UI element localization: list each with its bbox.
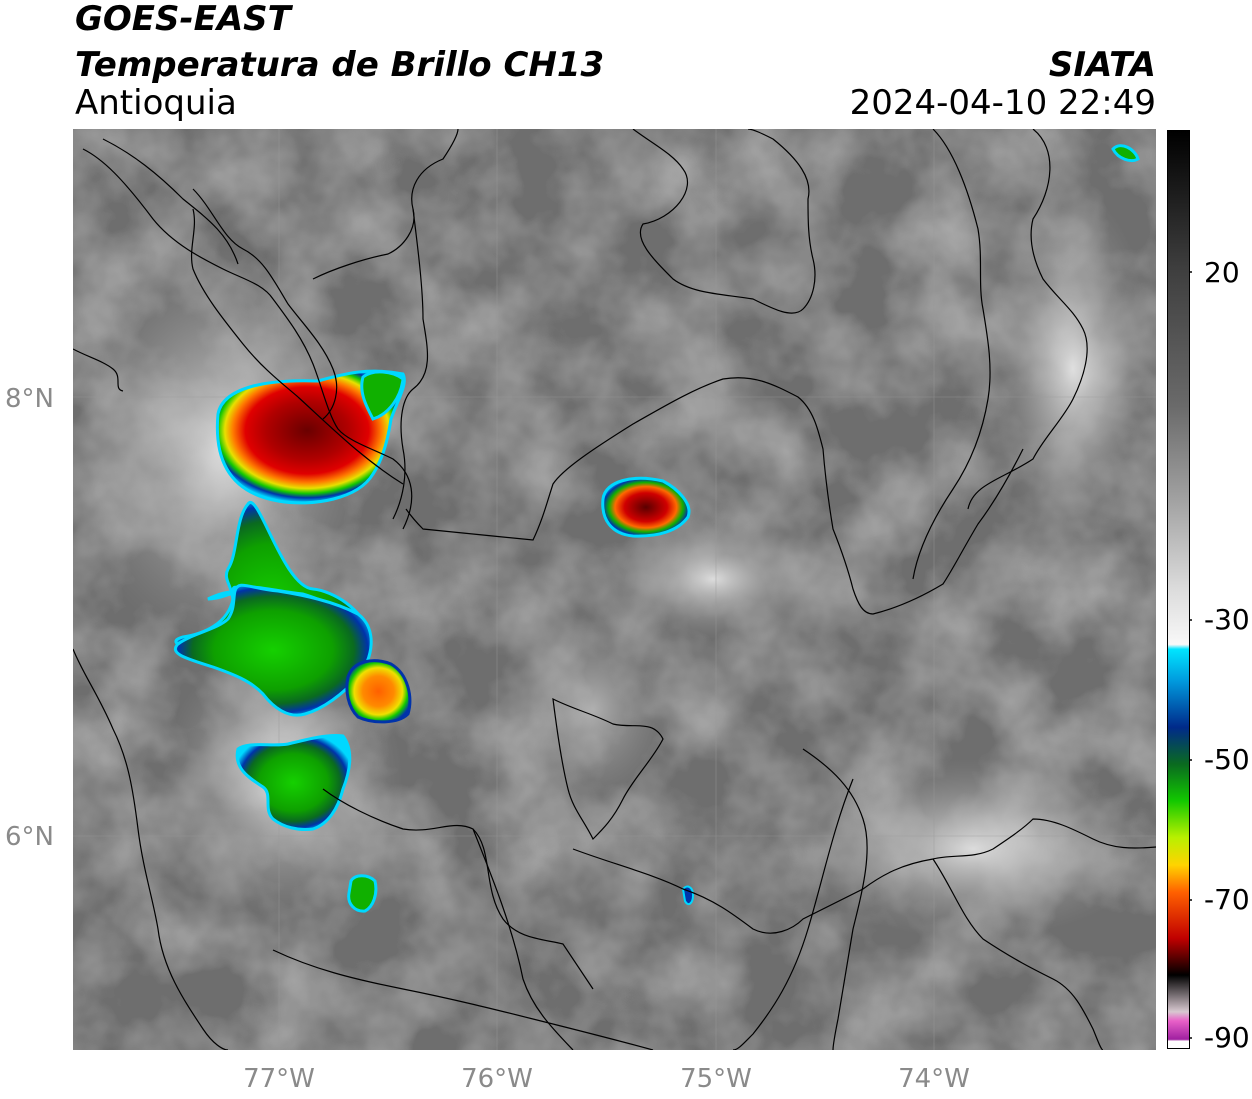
lon-label-77w: 77°W	[243, 1064, 315, 1094]
storm-cell-northeast	[1111, 144, 1140, 163]
storm-cell-small-south	[347, 874, 378, 913]
lon-label-75w: 75°W	[680, 1064, 752, 1094]
lon-label-74w: 74°W	[898, 1064, 970, 1094]
colorbar-tick-minus50: -50	[1204, 743, 1250, 776]
colorbar-tick-minus30: -30	[1204, 603, 1250, 636]
storm-cell-uraba-extension	[360, 370, 405, 421]
satellite-map	[73, 129, 1156, 1050]
product-name-title: Temperatura de Brillo CH13	[75, 45, 605, 85]
colorbar-tick-minus90: -90	[1204, 1021, 1250, 1054]
cloud-bright-area	[793, 759, 1153, 939]
timestamp-label: 2024-04-10 22:49	[849, 83, 1156, 123]
storm-cell-central	[601, 476, 691, 538]
lon-label-76w: 76°W	[461, 1064, 533, 1094]
storm-cell-uraba	[215, 369, 406, 505]
cloud-bright-area	[993, 189, 1153, 549]
product-source-title: GOES-EAST	[75, 0, 291, 39]
lat-label-6n: 6°N	[5, 822, 54, 852]
boundary-lines	[73, 129, 1156, 1050]
storm-cell-south	[235, 734, 352, 831]
storm-cell-west-main	[174, 583, 373, 717]
cloud-bright-area	[513, 609, 673, 809]
storm-cell-west-core	[345, 659, 412, 724]
cloud-bright-area	[603, 519, 823, 639]
colorbar-tick-minus70: -70	[1204, 883, 1250, 916]
colorbar-tick-20: 20	[1204, 256, 1240, 289]
region-label: Antioquia	[75, 83, 237, 123]
colorbar	[1167, 130, 1192, 1049]
storm-cell-tiny-east	[681, 885, 695, 906]
lat-label-8n: 8°N	[5, 384, 54, 414]
brand-label: SIATA	[1048, 45, 1156, 85]
